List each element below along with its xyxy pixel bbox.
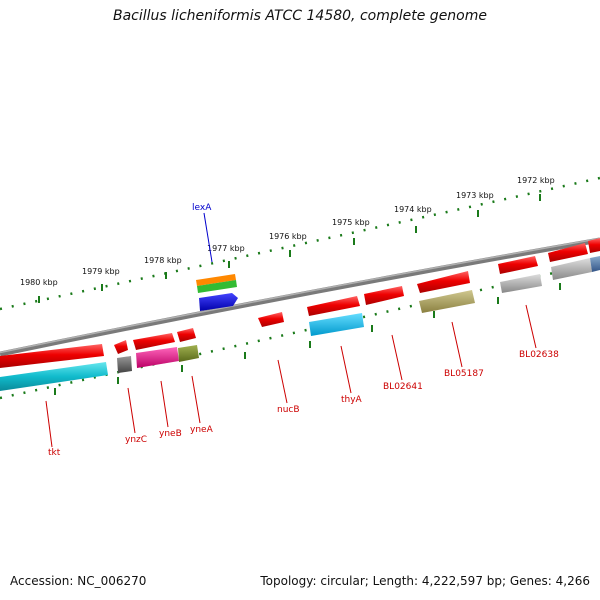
gene-BL02641-bar[interactable] (364, 286, 404, 305)
outer-ruler-ticks (38, 194, 541, 303)
ruler-label-1974: 1974 kbp (394, 205, 432, 214)
gene-yneB-red-bar[interactable] (133, 333, 175, 350)
gene-yneA-bar[interactable] (178, 345, 199, 362)
genome-summary-text: Topology: circular; Length: 4,222,597 bp… (260, 574, 590, 588)
gene-label-nucB[interactable]: nucB (277, 405, 300, 415)
gene-label-BL05187[interactable]: BL05187 (444, 369, 484, 379)
gene-label-yneA[interactable]: yneA (190, 425, 214, 435)
gene-lexA-bars[interactable] (196, 274, 238, 311)
gene-right-red-bar[interactable] (548, 243, 588, 262)
gene-label-BL02641[interactable]: BL02641 (383, 382, 423, 392)
BL05187-leader-line (451, 321, 463, 368)
ruler-label-1977: 1977 kbp (207, 244, 245, 253)
accession-text: Accession: NC_006270 (10, 574, 147, 588)
gene-BL02638-bar[interactable] (500, 274, 542, 293)
gene-ynzC-red-arrow[interactable] (114, 340, 128, 354)
BL02638-leader-line (525, 304, 537, 349)
genome-backbone (0, 237, 600, 357)
yneA-leader-line (191, 375, 201, 424)
thyA-leader-line (340, 345, 352, 394)
gene-thyA-red-bar[interactable] (307, 296, 360, 316)
tkt-leader-line (45, 400, 53, 448)
ruler-label-1973: 1973 kbp (456, 191, 494, 200)
ruler-label-1975: 1975 kbp (332, 218, 370, 227)
ruler-label-1978: 1978 kbp (144, 256, 182, 265)
nucB-leader-line (277, 359, 288, 404)
gene-BL02638-red-bar[interactable] (498, 256, 538, 274)
outer-ruler-track (0, 176, 600, 311)
gene-edge-steel-bar[interactable] (590, 256, 600, 272)
gene-BL05187-red-bar[interactable] (417, 271, 470, 293)
gene-yneB-bar[interactable] (136, 347, 179, 368)
gene-label-thyA[interactable]: thyA (341, 395, 363, 405)
ruler-label-1972: 1972 kbp (517, 176, 555, 185)
ynzC-leader-line (127, 387, 136, 434)
ruler-label-1976: 1976 kbp (269, 232, 307, 241)
gene-tkt-bar[interactable] (0, 344, 104, 368)
gene-label-yneB[interactable]: yneB (159, 429, 182, 439)
gene-blue-feature[interactable] (199, 293, 238, 311)
gene-ynzC-bar[interactable] (117, 356, 132, 373)
gene-label-BL02638[interactable]: BL02638 (519, 350, 559, 360)
gene-yneA-red-arrow[interactable] (177, 328, 196, 342)
gene-thyA-bar[interactable] (309, 313, 364, 336)
inner-ruler-ticks (54, 283, 561, 395)
gene-right-silver-bar[interactable] (551, 258, 592, 280)
ruler-label-1979: 1979 kbp (82, 267, 120, 276)
gene-label-tkt[interactable]: tkt (48, 448, 61, 458)
ruler-label-1980: 1980 kbp (20, 278, 58, 287)
map-title: Bacillus licheniformis ATCC 14580, compl… (113, 8, 487, 24)
gene-orange-feature[interactable] (196, 274, 236, 286)
gene-edge-red-bar[interactable] (588, 238, 600, 253)
gene-tkt-cyan-bar[interactable] (0, 362, 108, 391)
yneB-leader-line (160, 380, 169, 428)
gene-label-lexA[interactable]: lexA (192, 203, 212, 213)
BL02641-leader-line (391, 334, 403, 381)
lexA-leader-line (203, 212, 213, 263)
gene-green-feature[interactable] (197, 280, 237, 293)
gene-label-ynzC[interactable]: ynzC (125, 435, 147, 445)
gene-nucB-bar[interactable] (258, 312, 284, 327)
gene-BL05187-bar[interactable] (419, 290, 475, 313)
